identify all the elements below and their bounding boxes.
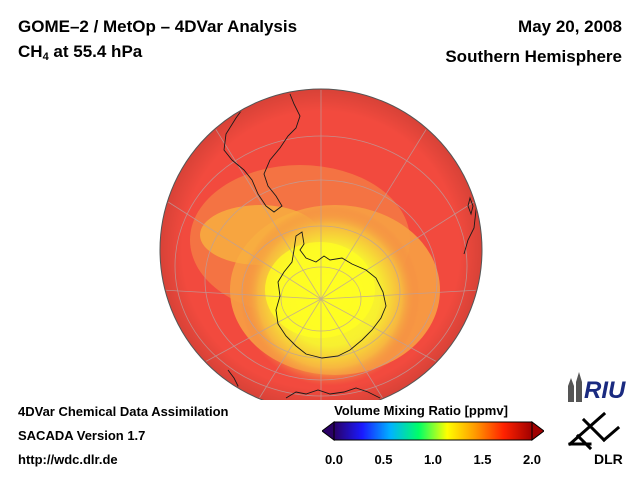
colorbar	[322, 421, 544, 441]
colorbar-tick-label: 0.5	[374, 452, 393, 467]
colorbar-max-arrow	[531, 421, 544, 441]
map-title: GOME–2 / MetOp – 4DVar Analysis	[18, 17, 298, 36]
footer-system-name: 4DVar Chemical Data Assimilation	[18, 404, 229, 419]
colorbar-tick-label: 0.0	[324, 452, 344, 467]
footer-version: SACADA Version 1.7	[18, 428, 146, 443]
species-name: CH	[18, 42, 43, 61]
colorbar-tick-label: 2.0	[522, 452, 542, 467]
colorbar-min-arrow	[322, 421, 335, 441]
cathedral-icon	[568, 372, 582, 402]
antarctica-coast	[275, 231, 387, 359]
analysis-date: May 20, 2008	[518, 17, 622, 36]
dlr-logo: DLR	[567, 411, 623, 467]
colorbar-gradient	[333, 421, 533, 441]
riu-logo-text: RIU	[584, 377, 626, 404]
colorbar-title: Volume Mixing Ratio [ppmv]	[334, 403, 508, 418]
colorbar-tick-label: 1.0	[423, 452, 443, 467]
colorbar-tick-label: 1.5	[473, 452, 492, 467]
dlr-emblem-icon	[567, 411, 621, 451]
footer-url[interactable]: http://wdc.dlr.de	[18, 452, 118, 467]
pressure-level: at 55.4 hPa	[48, 42, 143, 61]
riu-logo: RIU	[568, 372, 626, 404]
globe-disk	[160, 89, 482, 400]
australia-coast	[285, 387, 381, 399]
polar-globe-map	[159, 88, 483, 400]
south-america-coast	[223, 90, 301, 213]
globe-outline	[159, 88, 483, 400]
map-subtitle: CH4 at 55.4 hPa	[18, 42, 142, 63]
hemisphere-label: Southern Hemisphere	[445, 47, 622, 66]
dlr-logo-text: DLR	[594, 451, 623, 467]
species-subscript: 4	[42, 51, 49, 63]
madagascar-coast	[467, 196, 474, 216]
